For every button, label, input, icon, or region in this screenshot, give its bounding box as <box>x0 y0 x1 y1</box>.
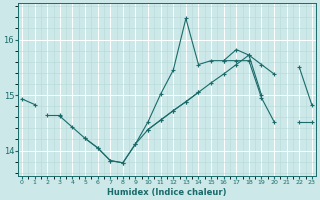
X-axis label: Humidex (Indice chaleur): Humidex (Indice chaleur) <box>107 188 227 197</box>
